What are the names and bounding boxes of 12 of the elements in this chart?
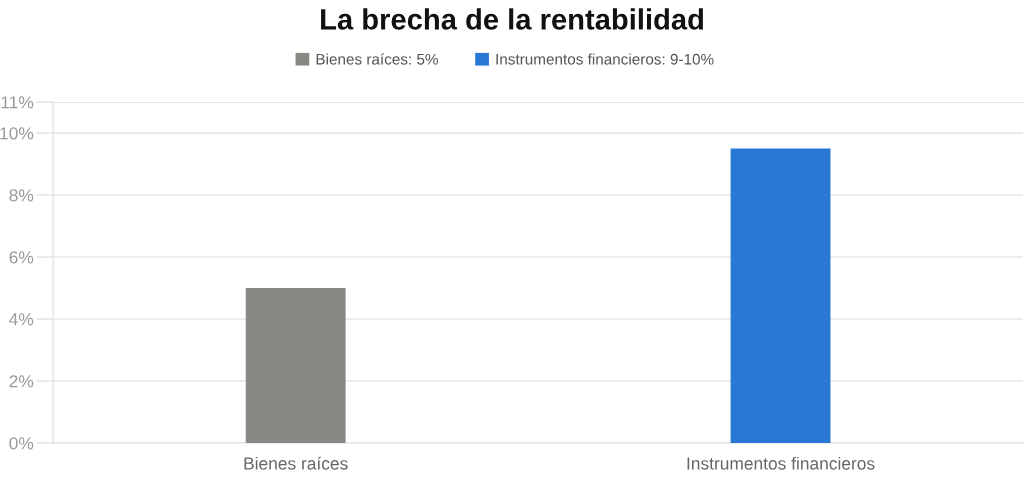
y-tick-label: 11% [1,96,34,109]
y-tick-label: 0% [9,437,34,450]
y-tick-label: 4% [9,313,34,326]
y-tick-label: 6% [9,251,34,264]
y-tick-label: 10% [0,127,34,140]
x-tick-label: Instrumentos financieros [687,456,875,470]
y-tick-label: 8% [9,189,34,202]
legend-label: Instrumentos financieros: 9-10% [496,53,714,65]
x-tick-label: Bienes raíces [244,456,348,470]
chart-title: La brecha de la rentabilidad [321,8,703,30]
legend-label: Bienes raíces: 5% [316,53,438,65]
y-tick-label: 2% [9,375,34,388]
